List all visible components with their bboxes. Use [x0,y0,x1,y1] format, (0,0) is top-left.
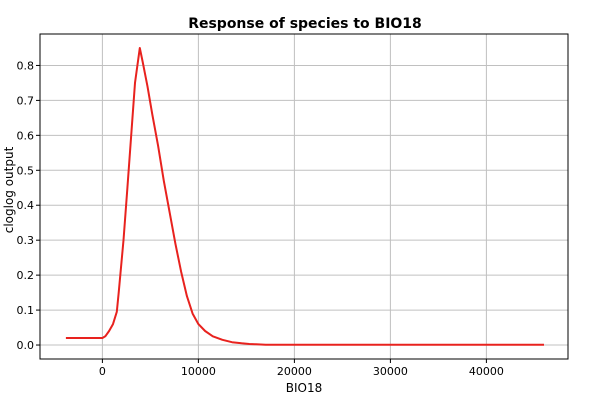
y-tick-label: 0.7 [17,94,35,107]
response-curve [65,47,544,346]
x-tick-label: 20000 [277,365,312,378]
chart-title: Response of species to BIO18 [188,16,422,32]
y-tick-label: 0.1 [17,304,35,317]
ticks: 0 10000 20000 30000 40000 0.0 0.1 0.2 0.3 0.4 0.5 0… [17,59,504,378]
grid [40,34,568,359]
x-tick-label: 40000 [469,365,504,378]
y-axis-label: cloglog output [2,146,16,233]
plot-frame [39,33,569,360]
x-tick-label: 10000 [181,365,216,378]
y-tick-label: 0.6 [17,129,35,142]
y-tick-label: 0.2 [17,269,35,282]
x-tick-label: 0 [99,365,106,378]
y-tick-label: 0.5 [17,164,35,177]
x-axis-label: BIO18 [286,381,323,395]
y-tick-label: 0.0 [17,339,35,352]
y-tick-label: 0.4 [17,199,35,212]
y-tick-label: 0.3 [17,234,35,247]
x-tick-label: 30000 [373,365,408,378]
y-tick-label: 0.8 [17,59,35,72]
